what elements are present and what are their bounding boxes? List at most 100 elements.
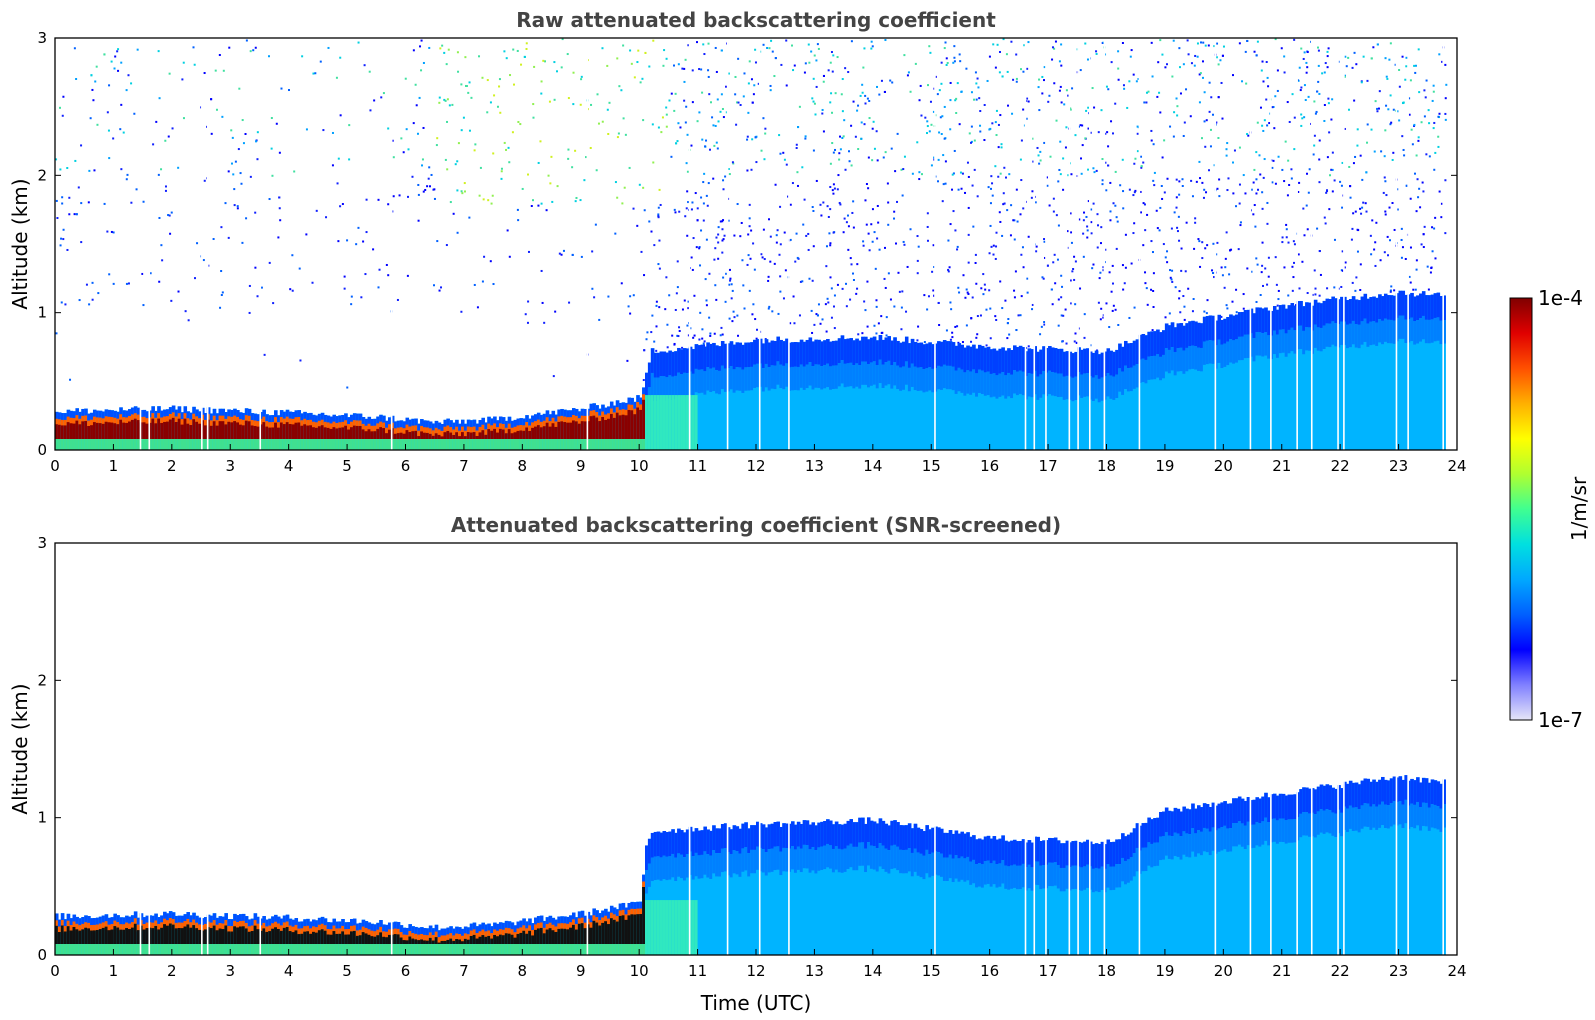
noise-pixel (1200, 41, 1203, 44)
noise-pixel (1178, 47, 1181, 50)
noise-pixel (432, 284, 435, 287)
noise-pixel (822, 74, 825, 77)
layer-column (519, 439, 523, 450)
data-gap (390, 38, 393, 450)
noise-pixel (527, 300, 530, 303)
noise-pixel (1096, 246, 1099, 249)
noise-pixel (1070, 231, 1073, 234)
layer-column (443, 944, 447, 955)
noise-pixel (1403, 154, 1406, 157)
layer-column (1340, 296, 1344, 322)
layer-column (493, 416, 497, 425)
noise-pixel (731, 161, 734, 164)
layer-column (157, 923, 161, 931)
layer-column (148, 915, 152, 924)
layer-column (60, 920, 65, 927)
noise-pixel (1145, 91, 1148, 94)
layer-column (209, 413, 214, 422)
layer-column (957, 367, 962, 392)
noise-pixel (1060, 101, 1063, 104)
layer-column (180, 922, 185, 930)
noise-pixel (832, 192, 835, 195)
layer-column (174, 416, 179, 424)
noise-pixel (833, 327, 836, 330)
layer-column (1062, 376, 1067, 400)
layer-column (282, 922, 287, 930)
layer-column (119, 944, 123, 955)
layer-column (314, 415, 319, 424)
layer-column (125, 417, 129, 425)
noise-pixel (1318, 181, 1321, 184)
layer-column (1229, 339, 1233, 363)
noise-pixel (801, 166, 804, 169)
layer-column (1007, 372, 1011, 397)
layer-column (364, 927, 369, 935)
layer-column (160, 927, 164, 945)
layer-column (186, 944, 190, 955)
noise-pixel (1067, 230, 1070, 233)
layer-column (720, 365, 725, 390)
noise-pixel (1071, 270, 1074, 273)
noise-pixel (825, 265, 828, 268)
noise-pixel (750, 78, 753, 81)
layer-column (221, 408, 226, 418)
layer-column (230, 422, 234, 440)
noise-pixel (746, 135, 749, 138)
noise-pixel (868, 249, 871, 252)
layer-column (1001, 347, 1005, 373)
layer-column (750, 342, 754, 367)
noise-pixel (1053, 253, 1056, 256)
layer-column (1369, 297, 1373, 450)
layer-column (1097, 378, 1102, 403)
noise-pixel (1373, 248, 1376, 251)
noise-pixel (732, 310, 735, 313)
layer-column (522, 430, 526, 440)
noise-pixel (125, 89, 128, 92)
layer-column (1083, 348, 1087, 450)
layer-column (1348, 299, 1353, 450)
layer-column (358, 425, 363, 440)
data-gap (1270, 38, 1272, 450)
noise-pixel (594, 223, 597, 226)
layer-column (350, 944, 354, 955)
layer-column (1202, 341, 1207, 365)
layer-column (177, 406, 182, 415)
layer-column (163, 409, 167, 418)
noise-pixel (1058, 60, 1061, 63)
layer-column (922, 344, 927, 450)
layer-column (69, 925, 74, 932)
layer-column (323, 918, 328, 927)
layer-column (350, 439, 354, 450)
noise-pixel (736, 314, 739, 317)
layer-column (1252, 313, 1257, 450)
noise-pixel (1086, 236, 1089, 239)
noise-pixel (1376, 107, 1379, 110)
noise-pixel (926, 120, 929, 123)
layer-column (367, 416, 372, 426)
noise-pixel (1402, 101, 1405, 104)
layer-column (922, 344, 927, 370)
layer-column (612, 439, 617, 450)
layer-column (104, 439, 109, 450)
layer-column (548, 439, 553, 450)
noise-pixel (606, 64, 609, 67)
layer-column (329, 922, 334, 931)
layer-column (387, 439, 392, 450)
noise-pixel (1060, 296, 1063, 299)
noise-pixel (681, 308, 684, 311)
noise-pixel (865, 223, 868, 226)
layer-column (1094, 350, 1099, 450)
layer-column (481, 922, 485, 931)
layer-column (706, 342, 710, 450)
noise-pixel (1006, 322, 1009, 325)
noise-pixel (774, 183, 777, 186)
layer-column (361, 417, 366, 426)
noise-pixel (391, 139, 394, 142)
layer-column (198, 411, 202, 420)
layer-column (469, 420, 474, 429)
noise-pixel (230, 129, 233, 132)
layer-column (469, 930, 474, 938)
layer-column (239, 419, 243, 427)
layer-column (195, 421, 199, 440)
layer-column (323, 930, 328, 945)
